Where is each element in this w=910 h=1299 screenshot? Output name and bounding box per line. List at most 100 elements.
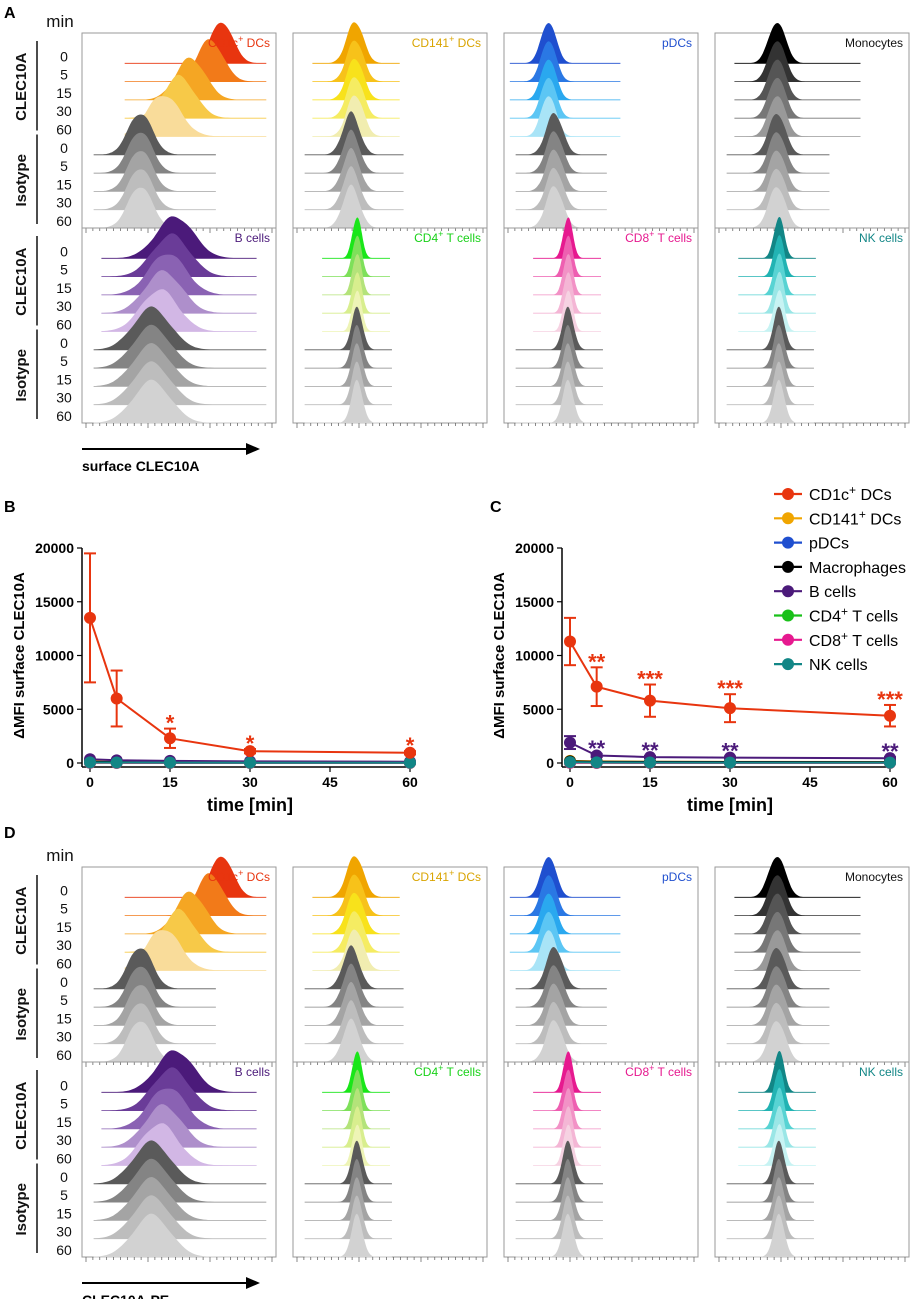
histogram-trace: [304, 306, 392, 350]
significance-marker: **: [588, 736, 606, 761]
data-point: [244, 745, 256, 758]
histogram-trace: [734, 96, 861, 137]
data-point: [84, 756, 96, 769]
time-point-label: 0: [60, 882, 68, 898]
histogram-trace: [124, 57, 267, 100]
legend-marker: [782, 585, 794, 598]
histogram-trace: [304, 1177, 392, 1221]
cell-type-label: B cells: [235, 1065, 270, 1079]
time-point-label: 60: [56, 1242, 72, 1258]
histogram-trace: [93, 132, 216, 174]
histogram-trace: [93, 1021, 216, 1062]
x-axis-label: time [min]: [687, 795, 773, 815]
line-chart-b: 0 5000 10000 15000 20000 0 15 30 45 60 time [min] Δ…: [11, 540, 418, 815]
data-point: [164, 732, 176, 745]
cell-type-label: CD1c+ DCs: [208, 34, 270, 50]
histogram-panel: [81, 1050, 277, 1262]
histogram-trace: [304, 1140, 392, 1184]
data-point: [590, 680, 603, 693]
histogram-trace: [312, 95, 400, 137]
histogram-panel: [81, 22, 277, 233]
histogram-trace: [734, 930, 861, 971]
histogram-trace: [93, 948, 216, 989]
histogram-trace: [93, 306, 267, 350]
histogram-trace: [726, 1213, 814, 1257]
histogram-trace: [509, 59, 621, 100]
histogram-panel: [503, 857, 699, 1067]
histogram-trace: [738, 271, 816, 314]
data-point: [404, 756, 416, 769]
legend-label: CD8+ T cells: [809, 629, 898, 650]
time-point-label: 60: [56, 122, 72, 138]
x-axis-label: time [min]: [207, 795, 293, 815]
histogram-trace: [515, 965, 607, 1008]
histogram-trace: [312, 929, 400, 971]
significance-marker: *: [166, 711, 175, 736]
data-point: [724, 702, 736, 715]
histogram-trace: [101, 254, 257, 295]
histogram-trace: [734, 857, 861, 898]
histogram-trace: [515, 361, 603, 405]
histogram-panel: [714, 1051, 910, 1262]
axis-arrowhead: [246, 443, 260, 455]
histogram-panel: [292, 856, 488, 1067]
data-point: [564, 635, 576, 648]
cell-type-label: NK cells: [859, 231, 903, 245]
histogram-trace: [304, 184, 404, 228]
histogram-trace: [734, 23, 861, 64]
histogram-trace: [515, 186, 607, 228]
group-label-clec10a: CLEC10A: [13, 886, 30, 955]
legend-label: CD141+ DCs: [809, 507, 901, 528]
time-point-label: 30: [56, 298, 72, 314]
panel-frame: [714, 1061, 910, 1258]
histogram-trace: [726, 361, 814, 405]
time-point-label: 0: [60, 1169, 68, 1185]
histogram-trace: [738, 1105, 816, 1148]
histogram-panel: [81, 216, 277, 428]
histogram-trace: [93, 114, 216, 155]
data-point: [84, 611, 96, 624]
y-tick-label: 10000: [515, 648, 554, 664]
histogram-trace: [726, 1021, 830, 1062]
panel-frame: [292, 866, 488, 1063]
histogram-trace: [304, 1158, 392, 1203]
time-point-label: 5: [60, 1096, 68, 1112]
legend-label: Macrophages: [809, 560, 906, 577]
histogram-trace: [515, 1177, 603, 1221]
histogram-trace: [509, 23, 621, 64]
panel-frame: [503, 1061, 699, 1258]
y-tick-label: 5000: [523, 701, 554, 717]
series: [84, 756, 416, 769]
data-point: [644, 694, 656, 707]
time-point-label: 30: [56, 1132, 72, 1148]
significance-marker: **: [721, 739, 739, 764]
time-point-label: 5: [60, 901, 68, 917]
histogram-trace: [734, 77, 861, 119]
time-point-label: 0: [60, 335, 68, 351]
cell-type-label: pDCs: [662, 36, 692, 50]
histogram-trace: [509, 77, 621, 119]
group-label-clec10a: CLEC10A: [13, 247, 30, 316]
histogram-trace: [726, 379, 814, 423]
histogram-trace: [515, 947, 607, 989]
time-point-label: 60: [56, 1151, 72, 1167]
histogram-trace: [734, 41, 861, 82]
histogram-trace: [124, 891, 267, 934]
histogram-trace: [726, 1177, 814, 1221]
histogram-trace: [515, 343, 603, 387]
cell-type-label: CD8+ T cells: [625, 1063, 692, 1079]
histogram-trace: [93, 379, 267, 423]
data-point: [244, 756, 256, 769]
legend-marker: [782, 560, 794, 573]
cell-type-label: CD141+ DCs: [412, 34, 481, 50]
legend-marker: [782, 536, 794, 549]
time-point-label: 5: [60, 262, 68, 278]
panel-frame: [292, 227, 488, 424]
histogram-trace: [124, 22, 267, 64]
time-point-label: 5: [60, 1187, 68, 1203]
histogram-trace: [93, 1177, 267, 1221]
time-point-label: 30: [56, 103, 72, 119]
significance-marker: **: [641, 738, 659, 763]
panel-letter-a: A: [4, 5, 16, 22]
histogram-trace: [515, 1158, 603, 1203]
